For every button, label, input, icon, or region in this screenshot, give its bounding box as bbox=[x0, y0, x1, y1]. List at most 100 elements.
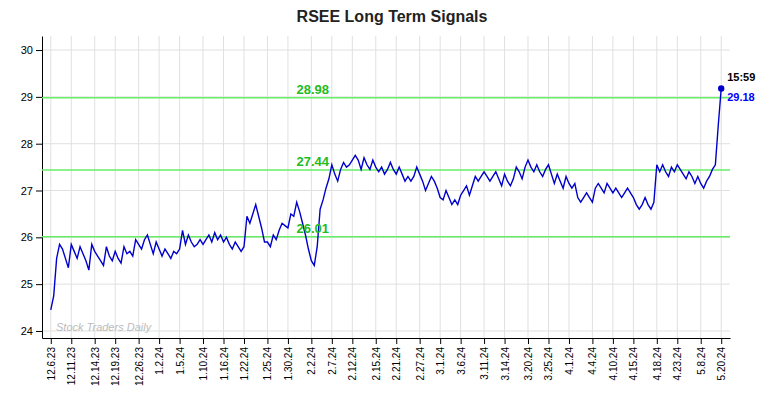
x-tick-mark bbox=[677, 338, 678, 344]
y-tick-mark bbox=[36, 284, 42, 285]
x-tick-label: 1.10.24 bbox=[198, 347, 209, 381]
grid-line-y bbox=[42, 96, 730, 97]
x-tick: 2.21.24 bbox=[391, 338, 402, 380]
x-tick-label: 4.15.24 bbox=[628, 347, 639, 381]
grid-line-x bbox=[223, 36, 224, 338]
grid-line-y bbox=[42, 50, 730, 51]
x-tick-mark bbox=[701, 338, 702, 344]
x-tick: 5.20.24 bbox=[716, 338, 727, 380]
last-value: 29.18 bbox=[727, 91, 755, 103]
x-tick-label: 12.6.23 bbox=[46, 347, 57, 381]
x-tick-mark bbox=[139, 338, 140, 344]
x-tick-mark bbox=[267, 338, 268, 344]
grid-line-x bbox=[700, 36, 701, 338]
x-tick: 3.1.24 bbox=[435, 338, 446, 375]
x-tick-mark bbox=[180, 338, 181, 344]
y-tick-mark bbox=[36, 191, 42, 192]
x-tick-label: 2.15.24 bbox=[371, 347, 382, 381]
x-tick: 2.7.24 bbox=[327, 338, 338, 375]
x-tick-mark bbox=[244, 338, 245, 344]
x-tick: 2.2.24 bbox=[306, 338, 317, 375]
y-tick-mark bbox=[36, 331, 42, 332]
x-tick-label: 12.14.23 bbox=[90, 347, 101, 386]
y-axis: 24252627282930 bbox=[21, 37, 43, 339]
grid-line-x bbox=[548, 36, 549, 338]
x-tick-mark bbox=[224, 338, 225, 344]
signal-label: 28.98 bbox=[297, 82, 330, 97]
grid-line-x bbox=[396, 36, 397, 338]
grid-line-x bbox=[267, 36, 268, 338]
x-axis-line bbox=[43, 338, 731, 339]
y-tick: 26 bbox=[21, 231, 42, 243]
grid-line-x bbox=[352, 36, 353, 338]
last-point bbox=[718, 85, 724, 91]
x-tick: 1.16.24 bbox=[219, 338, 230, 380]
grid-line-x bbox=[244, 36, 245, 338]
x-tick-mark bbox=[95, 338, 96, 344]
x-axis: 12.6.2312.11.2312.14.2312.19.2312.26.231… bbox=[43, 338, 731, 386]
grid-line-x bbox=[527, 36, 528, 338]
x-tick: 4.1.24 bbox=[564, 338, 575, 375]
y-axis-line bbox=[42, 37, 43, 339]
x-tick-label: 3.11.24 bbox=[479, 347, 490, 380]
x-tick-label: 1.16.24 bbox=[219, 347, 230, 381]
grid-line-x bbox=[50, 36, 51, 338]
x-tick: 4.10.24 bbox=[608, 338, 619, 380]
last-time: 15:59 bbox=[727, 71, 755, 83]
x-tick-mark bbox=[613, 338, 614, 344]
x-tick-mark bbox=[51, 338, 52, 344]
x-tick-mark bbox=[396, 338, 397, 344]
x-tick-mark bbox=[288, 338, 289, 344]
grid-line-x bbox=[203, 36, 204, 338]
x-tick-label: 1.30.24 bbox=[283, 347, 294, 381]
x-tick-label: 2.2.24 bbox=[306, 347, 317, 375]
grid-line-x bbox=[159, 36, 160, 338]
x-tick: 12.14.23 bbox=[90, 338, 101, 386]
x-tick-mark bbox=[203, 338, 204, 344]
watermark: Stock Traders Daily bbox=[56, 321, 153, 333]
x-tick-mark bbox=[721, 338, 722, 344]
x-tick: 3.25.24 bbox=[543, 338, 554, 380]
grid-line-x bbox=[375, 36, 376, 338]
x-tick: 12.6.23 bbox=[46, 338, 57, 380]
y-tick-mark bbox=[36, 144, 42, 145]
grid-line-y bbox=[42, 143, 730, 144]
y-tick-label: 26 bbox=[21, 231, 33, 243]
x-tick-label: 12.26.23 bbox=[134, 347, 145, 386]
x-tick-label: 2.21.24 bbox=[391, 347, 402, 381]
grid-line-x bbox=[460, 36, 461, 338]
x-tick-label: 2.7.24 bbox=[327, 347, 338, 375]
x-tick-mark bbox=[633, 338, 634, 344]
x-tick-mark bbox=[505, 338, 506, 344]
annotations: 28.9827.4426.0115:5929.18Stock Traders D… bbox=[56, 71, 755, 333]
grid-line-x bbox=[94, 36, 95, 338]
x-tick: 3.6.24 bbox=[456, 338, 467, 375]
x-tick: 4.18.24 bbox=[652, 338, 663, 380]
x-tick-mark bbox=[548, 338, 549, 344]
chart-svg: RSEE Long Term Signals2425262728293012.6… bbox=[0, 0, 784, 398]
grid-line-x bbox=[677, 36, 678, 338]
y-tick-label: 28 bbox=[21, 138, 33, 150]
x-tick: 4.4.24 bbox=[587, 338, 598, 375]
x-tick-label: 3.14.24 bbox=[500, 347, 511, 381]
plot: 2425262728293012.6.2312.11.2312.14.2312.… bbox=[21, 36, 756, 386]
x-tick-mark bbox=[332, 338, 333, 344]
x-tick: 5.8.24 bbox=[696, 338, 707, 375]
grid-line-x bbox=[656, 36, 657, 338]
grid-line-y bbox=[42, 284, 730, 285]
grid-line-x bbox=[484, 36, 485, 338]
y-tick-label: 24 bbox=[21, 325, 33, 337]
x-tick: 3.20.24 bbox=[523, 338, 534, 380]
grid-line-x bbox=[633, 36, 634, 338]
y-tick-label: 27 bbox=[21, 185, 33, 197]
x-tick: 1.2.24 bbox=[154, 338, 165, 375]
x-tick: 1.10.24 bbox=[198, 338, 209, 380]
x-tick-mark bbox=[115, 338, 116, 344]
grid-line-x bbox=[287, 36, 288, 338]
grid-line-x bbox=[721, 36, 722, 338]
x-tick: 4.15.24 bbox=[628, 338, 639, 380]
y-tick-mark bbox=[36, 237, 42, 238]
x-tick: 4.23.24 bbox=[672, 338, 683, 380]
x-tick-mark bbox=[592, 338, 593, 344]
grid-line-x bbox=[592, 36, 593, 338]
